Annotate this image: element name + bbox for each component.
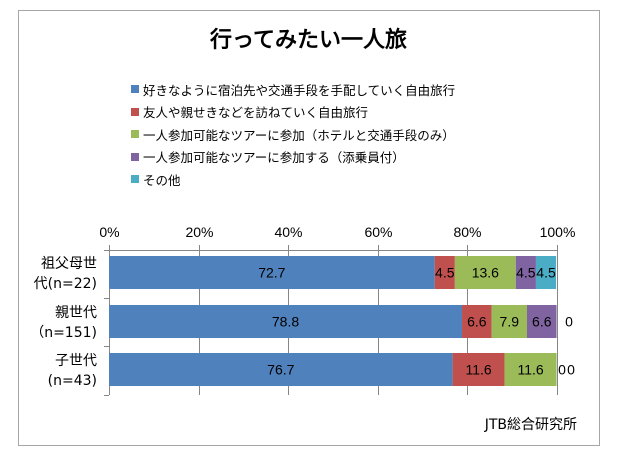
legend-label: 友人や親せきなどを訪ねていく自由旅行 (143, 105, 369, 121)
data-label: 13.6 (472, 265, 499, 281)
x-tick-label: 20% (185, 224, 213, 240)
legend-label: 好きなように宿泊先や交通手段を手配していく自由旅行 (143, 82, 456, 98)
data-label: 6.6 (532, 314, 552, 330)
legend-item: 一人参加可能なツアーに参加（ホテルと交通手段のみ） (131, 123, 455, 146)
legend-item: 一人参加可能なツアーに参加する（添乗員付） (131, 146, 455, 169)
bar-segment (491, 305, 527, 338)
data-label: 11.6 (465, 362, 491, 378)
bar-segment (526, 305, 557, 338)
data-label: 6.6 (467, 314, 487, 330)
data-label: 4.5 (435, 265, 455, 281)
category-label: (n=43) (48, 373, 97, 389)
source-label: JTB総合研究所 (484, 417, 577, 433)
data-label: 0 (558, 362, 566, 378)
legend-label: 一人参加可能なツアーに参加する（添乗員付） (143, 150, 405, 166)
bar-segment (109, 305, 463, 338)
x-tick-label: 60% (364, 224, 392, 240)
data-label: 76.7 (267, 362, 294, 378)
legend-label: その他 (143, 172, 181, 188)
bar-segment (452, 353, 505, 386)
legend-item: 好きなように宿泊先や交通手段を手配していく自由旅行 (131, 78, 455, 101)
legend-swatch (131, 175, 139, 184)
legend-item: 友人や親せきなどを訪ねていく自由旅行 (131, 101, 455, 124)
bar-segment (434, 256, 455, 289)
data-label: 11.6 (517, 362, 543, 378)
category-label: 代(n=22) (34, 276, 97, 292)
bar-segment (515, 256, 536, 289)
bar-segment (504, 353, 557, 386)
bar-segment (454, 256, 516, 289)
category-label: （n=151) (30, 325, 97, 341)
legend-swatch (131, 152, 139, 161)
category-label: 親世代 (55, 305, 97, 321)
bar-segment (109, 256, 435, 289)
bar-segment (535, 256, 557, 289)
x-tick-label: 80% (453, 224, 481, 240)
data-label: 0 (567, 362, 575, 378)
category-label: 祖父母世 (41, 256, 97, 272)
legend-swatch (131, 130, 139, 139)
legend-swatch (131, 85, 139, 94)
bar-segment (462, 305, 492, 338)
legend-item: その他 (131, 168, 455, 191)
data-label: 78.8 (272, 314, 299, 330)
x-tick-label: 100% (540, 224, 576, 240)
chart-title: 行ってみたい一人旅 (210, 28, 407, 53)
data-label: 4.5 (536, 265, 556, 281)
legend-label: 一人参加可能なツアーに参加（ホテルと交通手段のみ） (143, 127, 455, 143)
data-label: 4.5 (516, 265, 536, 281)
data-label: 72.7 (258, 265, 285, 281)
bar-segment (109, 353, 453, 386)
x-tick-label: 40% (274, 224, 302, 240)
data-label: 7.9 (500, 314, 520, 330)
legend-swatch (131, 107, 139, 116)
legend: 好きなように宿泊先や交通手段を手配していく自由旅行 友人や親せきなどを訪ねていく… (131, 78, 455, 191)
category-label: 子世代 (55, 353, 97, 369)
x-tick-label: 0% (99, 224, 119, 240)
data-label: 0 (565, 314, 573, 330)
